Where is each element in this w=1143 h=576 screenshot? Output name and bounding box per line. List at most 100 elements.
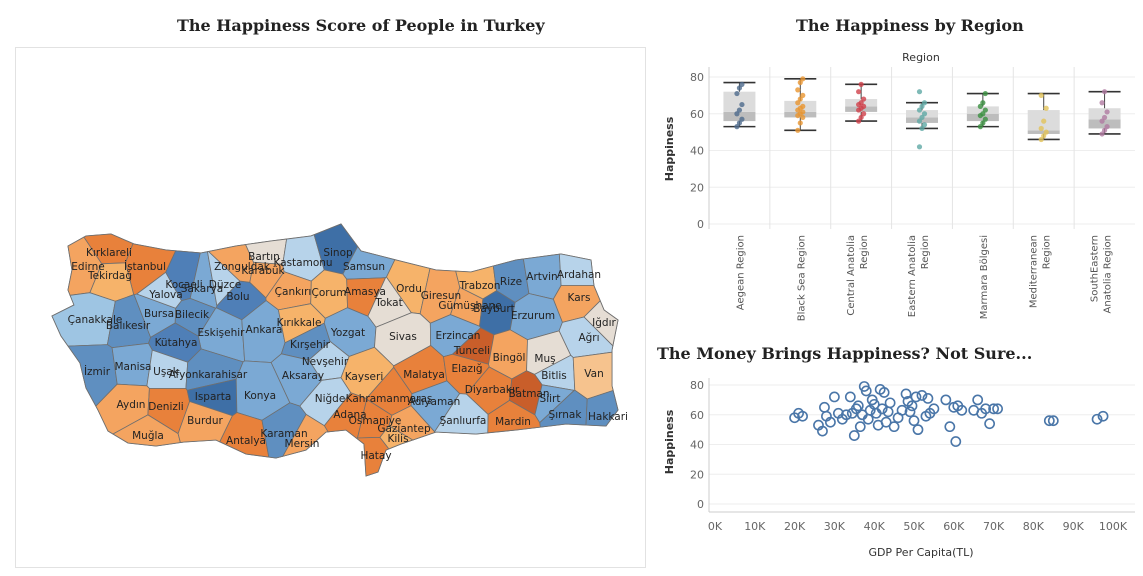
region-data-point xyxy=(916,89,923,95)
scatter-point xyxy=(888,421,900,433)
region-data-point xyxy=(736,107,743,113)
map-title: The Happiness Score of People in Turkey xyxy=(177,16,545,35)
region-box xyxy=(1088,89,1121,137)
province-label: Kars xyxy=(568,292,591,304)
scatter-point xyxy=(906,400,918,412)
province-label: Tunceli xyxy=(453,345,490,357)
region-box xyxy=(906,89,938,150)
province-label: Erzurum xyxy=(511,310,555,322)
province-label: Aksaray xyxy=(282,370,324,382)
scatter-x-tick: 60K xyxy=(943,520,965,533)
region-data-point xyxy=(797,120,803,126)
scatter-y-tick: 80 xyxy=(690,379,704,392)
province-label: Isparta xyxy=(195,391,232,403)
region-data-point xyxy=(1099,131,1105,137)
province-label: İstanbul xyxy=(124,260,166,273)
region-category-label: Region xyxy=(859,235,870,269)
province-label: Şanlıurfa xyxy=(440,415,487,427)
region-data-point xyxy=(916,107,923,113)
province-label: Sivas xyxy=(389,331,417,343)
scatter-point xyxy=(992,403,1003,415)
region-data-point xyxy=(800,92,806,98)
province-label: Afyonkarahisar xyxy=(169,369,248,381)
province-label: Çankırı xyxy=(275,286,312,298)
scatter-point xyxy=(817,425,828,437)
province-region xyxy=(261,402,307,459)
scatter-point xyxy=(908,415,920,427)
province-region xyxy=(356,436,390,477)
province-label: Kütahya xyxy=(155,337,198,349)
region-data-point xyxy=(795,127,801,133)
province-label: Bayburt xyxy=(473,303,515,315)
province-label: Muş xyxy=(534,353,555,365)
region-data-point xyxy=(861,103,867,109)
region-data-point xyxy=(797,79,803,86)
region-header: Region xyxy=(902,51,940,64)
region-data-point xyxy=(1038,92,1044,98)
region-data-point xyxy=(858,114,864,121)
province-label: Manisa xyxy=(115,361,152,373)
region-y-tick: 0 xyxy=(697,218,704,231)
province-label: Bursa xyxy=(144,308,174,320)
scatter-point xyxy=(1043,415,1055,427)
province-label: Uşak xyxy=(153,366,180,378)
scatter-x-tick: 50K xyxy=(903,520,925,533)
region-data-point xyxy=(1101,127,1108,133)
province-region xyxy=(539,389,588,428)
province-label: Burdur xyxy=(187,415,223,427)
scatter-x-tick: 30K xyxy=(824,520,846,533)
province-label: Kocaeli xyxy=(165,279,202,291)
region-data-point xyxy=(1101,89,1108,95)
gdp-happiness-scatter[interactable]: Happiness GDP Per Capita(TL) 0 20 40 60 80 0… xyxy=(655,370,1143,570)
scatter-point xyxy=(944,421,956,433)
region-data-point xyxy=(1104,109,1110,115)
province-label: Edirne xyxy=(71,261,104,273)
scatter-x-axis-title: GDP Per Capita(TL) xyxy=(868,546,973,559)
scatter-point xyxy=(880,416,892,428)
region-chart-title: The Happiness by Region xyxy=(796,16,1024,35)
province-label: Eskişehir xyxy=(198,327,246,339)
region-data-point xyxy=(795,87,801,93)
province-region xyxy=(487,399,541,434)
region-box xyxy=(784,76,817,133)
region-data-point xyxy=(916,118,923,124)
province-label: Yozgat xyxy=(330,327,365,339)
province-label: Erzincan xyxy=(436,330,481,342)
scatter-point xyxy=(916,390,928,401)
region-data-point xyxy=(980,100,986,106)
province-label: Diyarbakır xyxy=(465,384,520,396)
scatter-point xyxy=(852,400,864,412)
province-region xyxy=(177,400,233,443)
region-data-point xyxy=(800,114,806,121)
scatter-point xyxy=(956,404,968,416)
region-data-point xyxy=(921,111,928,117)
region-category-label: Aegean Region xyxy=(735,235,746,310)
scatter-point xyxy=(922,392,934,404)
region-y-tick: 40 xyxy=(690,145,704,158)
scatter-y-tick: 20 xyxy=(690,468,704,481)
scatter-y-tick: 40 xyxy=(690,439,704,452)
turkey-map-panel[interactable]: Kırklareli Edirne İstanbul Tekirdağ Çanakkal… xyxy=(15,47,646,568)
region-category-label: Region xyxy=(1042,235,1053,269)
region-data-point xyxy=(856,89,862,95)
scatter-point xyxy=(896,404,908,416)
region-category-label: Region xyxy=(920,235,931,269)
province-label: Trabzon xyxy=(459,280,501,292)
scatter-point xyxy=(988,403,999,415)
province-region xyxy=(585,389,619,427)
region-box-plot[interactable]: Region Happiness 0 20 40 60 80 Aegean Region… xyxy=(655,45,1143,340)
region-data-point xyxy=(797,96,803,102)
region-data-point xyxy=(739,116,745,122)
scatter-point xyxy=(840,409,852,421)
region-data-point xyxy=(795,100,801,106)
scatter-point xyxy=(910,391,922,403)
region-data-point xyxy=(1038,136,1044,143)
scatter-point xyxy=(1091,413,1103,425)
province-label: Hatay xyxy=(360,450,391,462)
province-label: Malatya xyxy=(403,369,445,381)
province-label: İzmir xyxy=(84,365,111,378)
region-data-point xyxy=(739,81,745,87)
province-label: Samsun xyxy=(343,261,385,273)
region-y-tick: 80 xyxy=(690,71,704,84)
